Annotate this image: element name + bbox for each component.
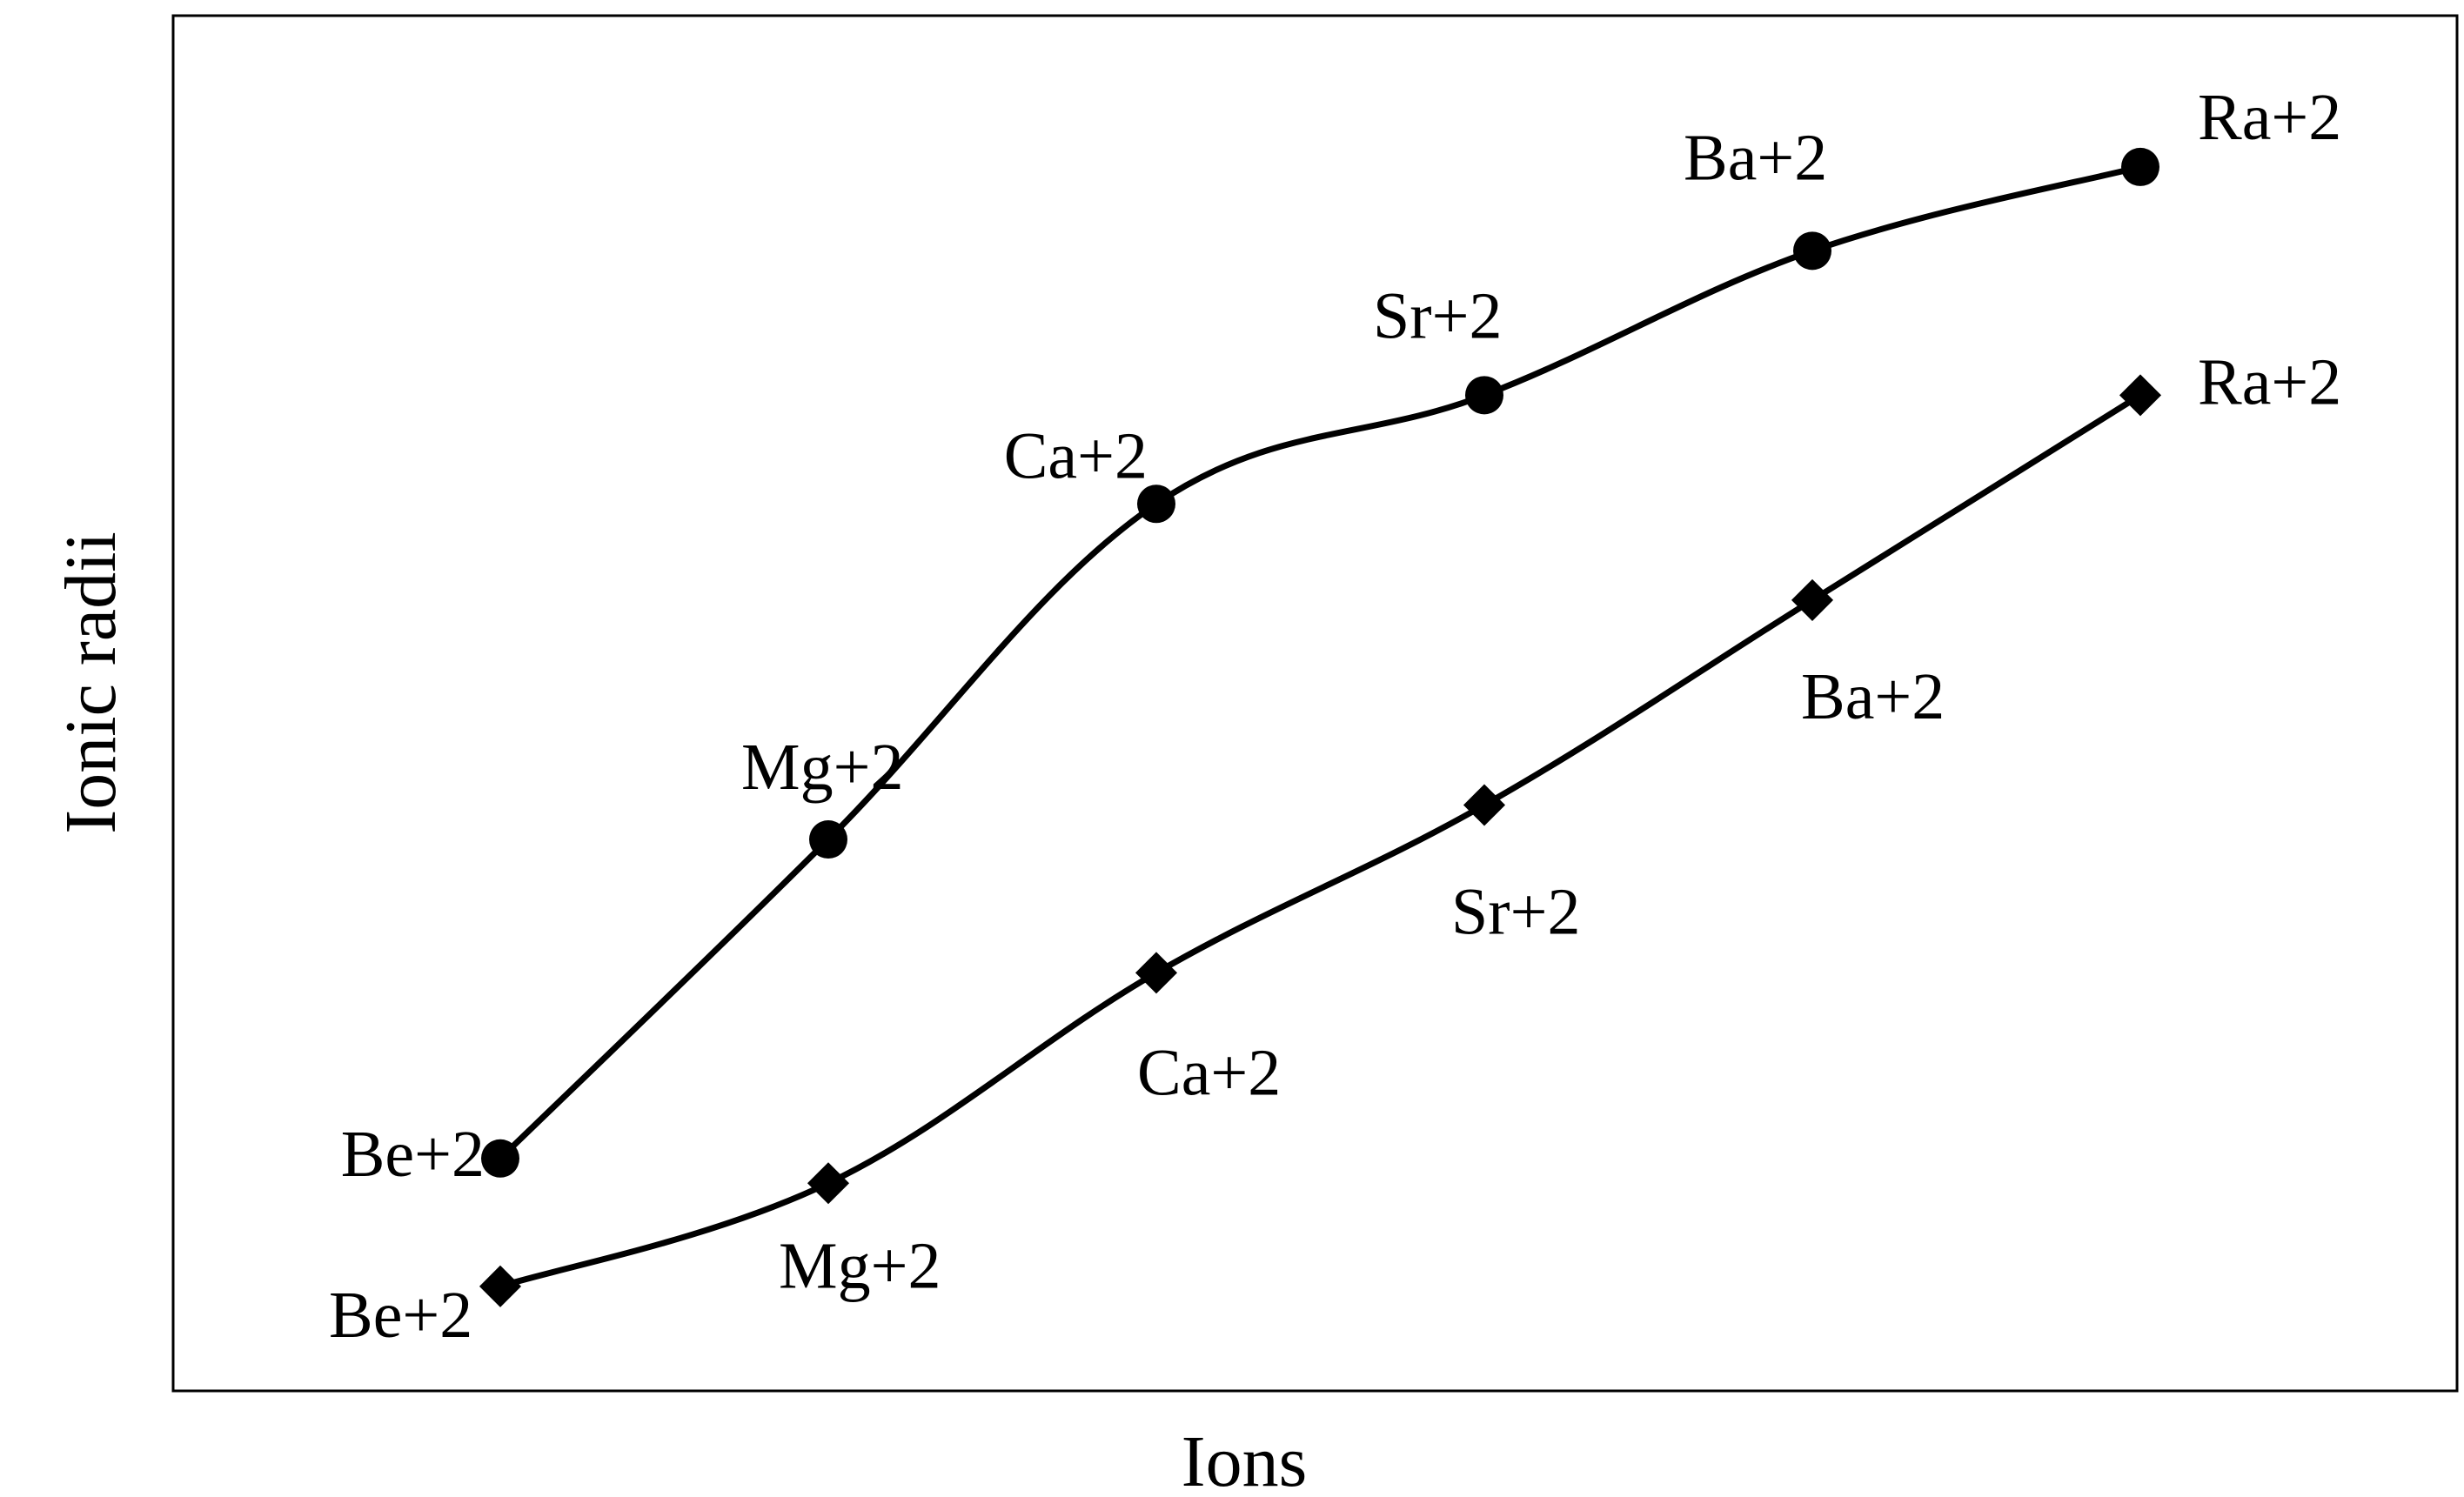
series-1-marker-4 (1465, 376, 1503, 415)
series-1-marker-1 (481, 1139, 519, 1178)
series-1-point-label-3: Ca+2 (1004, 419, 1148, 492)
plot-area (171, 14, 2459, 1393)
series-line-2 (499, 392, 2142, 1290)
series-2-marker-5 (1791, 578, 1834, 621)
series-line-1 (498, 164, 2141, 1161)
series-1-marker-3 (1137, 485, 1175, 524)
label-layer: Be+2 Mg+2 Ca+2 Sr+2 Ba+2 Ra+2 Be+2 Mg+2 Ca+2 Sr+2… (329, 81, 2341, 1352)
series-1-marker-6 (2121, 147, 2159, 186)
series-2-point-label-1: Be+2 (329, 1279, 472, 1352)
series-1-point-label-4: Sr+2 (1373, 279, 1502, 352)
series-1-point-label-1: Be+2 (341, 1118, 485, 1191)
series-2-marker-6 (2119, 374, 2162, 417)
series-2-point-label-3: Ca+2 (1137, 1036, 1281, 1109)
series-1-point-label-5: Ba+2 (1684, 121, 1827, 194)
y-axis-title: Ionic radii (50, 531, 131, 834)
series-2-point-label-2: Mg+2 (779, 1229, 941, 1302)
series-1-point-label-6: Ra+2 (2198, 81, 2341, 154)
series-2-point-label-5: Ba+2 (1801, 660, 1945, 733)
series-1-point-label-2: Mg+2 (741, 731, 903, 804)
series-1-marker-5 (1793, 231, 1831, 271)
series-2-point-label-6: Ra+2 (2198, 345, 2341, 418)
series-1-marker-2 (809, 820, 847, 859)
series-2-point-label-4: Sr+2 (1451, 875, 1580, 948)
x-axis-title: Ions (1182, 1421, 1308, 1497)
